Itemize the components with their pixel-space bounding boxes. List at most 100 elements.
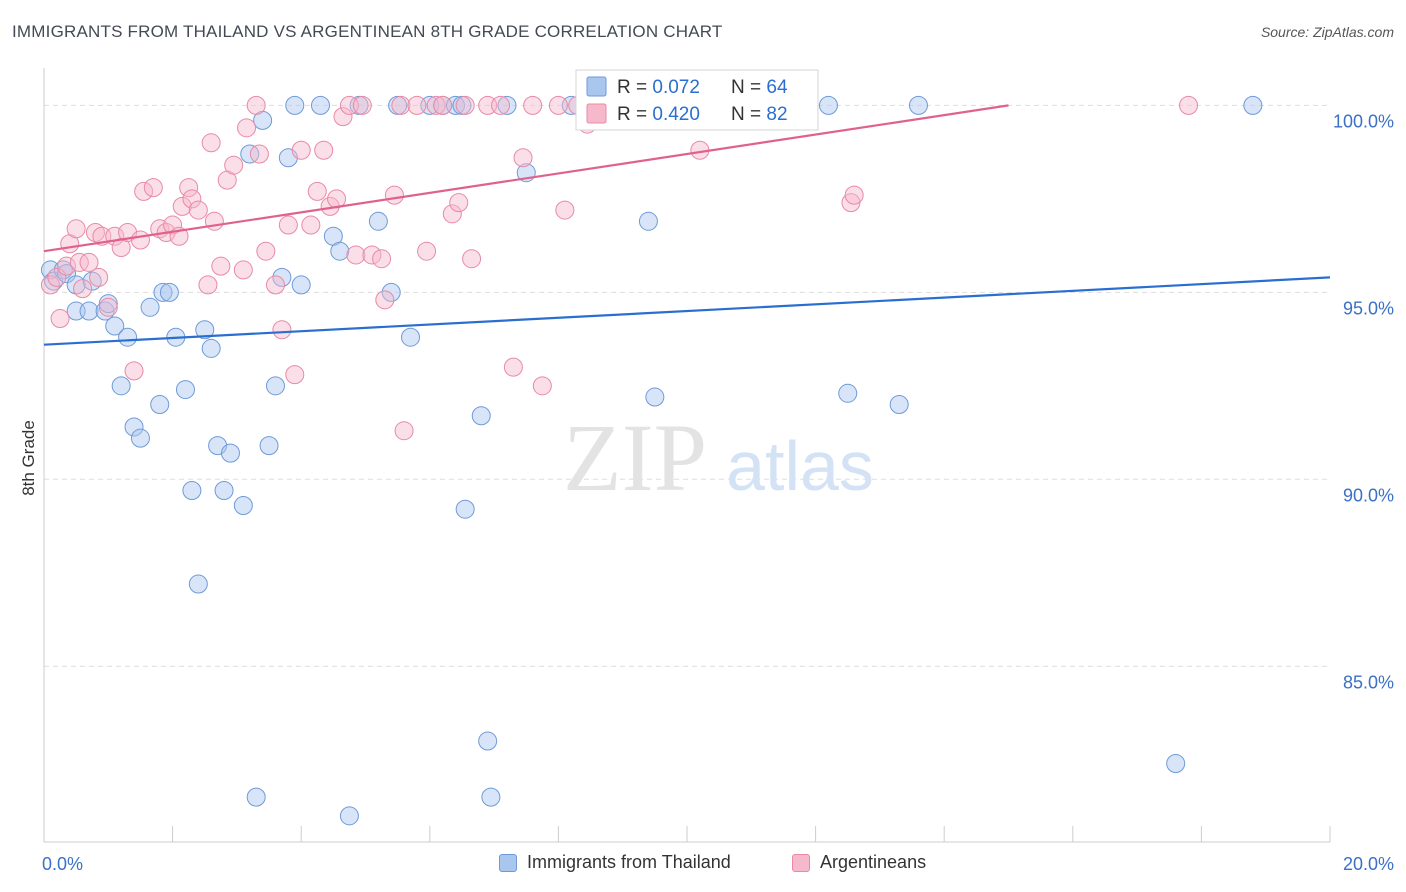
data-point (838, 383, 858, 403)
watermark-atlas: atlas (726, 427, 874, 505)
data-point (462, 249, 482, 269)
data-point (310, 95, 330, 115)
data-point (265, 275, 285, 295)
data-point (124, 361, 144, 381)
data-point (433, 95, 453, 115)
data-point (53, 260, 73, 280)
data-point (908, 95, 928, 115)
data-point (455, 95, 475, 115)
data-point (188, 200, 208, 220)
data-point (179, 178, 199, 198)
y-tick-label: 95.0% (1343, 298, 1394, 318)
data-point (368, 211, 388, 231)
data-point (449, 193, 469, 213)
data-point (246, 95, 266, 115)
data-point (333, 107, 353, 127)
data-point (481, 787, 501, 807)
data-point (532, 376, 552, 396)
data-point (82, 271, 102, 291)
series-immigrants-from-thailand-points (40, 95, 1263, 826)
data-point (455, 499, 475, 519)
bottom-legend: Immigrants from Thailand Argentineans (0, 852, 1406, 878)
legend-item-argentineans[interactable]: Argentineans (792, 852, 926, 873)
data-point (503, 357, 523, 377)
data-point (645, 387, 665, 407)
data-point (523, 95, 543, 115)
data-point (391, 95, 411, 115)
y-tick-label: 85.0% (1343, 672, 1394, 692)
data-point (233, 495, 253, 515)
legend-swatch-thailand (499, 853, 517, 872)
data-point (240, 144, 260, 164)
data-point (182, 189, 202, 209)
legend-swatch-argentineans (792, 853, 810, 872)
legend-box: R = 0.072 N = 64 R = 0.420 N = 82 (575, 69, 819, 131)
trend-line (43, 276, 1331, 346)
legend-n-value-blue: 64 (766, 77, 788, 98)
data-point (85, 223, 105, 243)
data-point (130, 428, 150, 448)
data-point (79, 301, 99, 321)
x-tick-label-min: 0.0% (42, 854, 83, 874)
data-point (394, 421, 414, 441)
data-point (163, 215, 183, 235)
data-point (384, 185, 404, 205)
data-point (188, 574, 208, 594)
data-point (66, 275, 86, 295)
series-argentineans-points (40, 95, 1199, 441)
legend-swatch-blue (586, 76, 607, 97)
data-point (265, 376, 285, 396)
data-point (57, 264, 77, 284)
data-point (1243, 95, 1263, 115)
data-point (249, 144, 269, 164)
data-point (471, 406, 491, 426)
data-point (69, 252, 89, 272)
legend-r-value-blue: 0.072 (652, 77, 700, 98)
x-tick-label-max: 20.0% (1343, 854, 1394, 874)
data-point (339, 806, 359, 826)
data-point (513, 148, 533, 168)
data-point (89, 267, 109, 287)
source-credit: Source: ZipAtlas.com (1260, 24, 1394, 40)
data-point (362, 245, 382, 265)
legend-item-thailand[interactable]: Immigrants from Thailand (499, 852, 731, 873)
data-point (134, 181, 154, 201)
data-point (224, 155, 244, 175)
data-point (278, 215, 298, 235)
trend-lines (43, 104, 1331, 346)
data-point (47, 267, 67, 287)
data-point (442, 204, 462, 224)
data-point (198, 275, 218, 295)
data-point (175, 380, 195, 400)
y-tick-label: 100.0% (1333, 111, 1394, 131)
data-point (130, 230, 150, 250)
data-point (233, 260, 253, 280)
data-point (150, 395, 170, 415)
data-point (291, 275, 311, 295)
y-tick-labels: 85.0% 90.0% 95.0% 100.0% (1333, 111, 1394, 692)
data-point (159, 282, 179, 302)
data-point (307, 181, 327, 201)
watermark: ZIP atlas (563, 404, 874, 511)
data-point (211, 256, 231, 276)
x-tick-labels: 0.0% 20.0% (42, 854, 1394, 874)
trend-line (43, 104, 1009, 253)
data-point (201, 338, 221, 358)
data-point (1179, 95, 1199, 115)
data-point (220, 443, 240, 463)
data-point (555, 200, 575, 220)
data-point (844, 185, 864, 205)
legend-n-value-pink: 82 (766, 104, 787, 125)
data-point (285, 95, 305, 115)
data-point (478, 731, 498, 751)
data-point (381, 282, 401, 302)
svg-text:N = 64: N = 64 (731, 77, 788, 98)
data-point (40, 275, 60, 295)
chart-title: IMMIGRANTS FROM THAILAND VS ARGENTINEAN … (12, 22, 723, 41)
data-point (98, 297, 118, 317)
data-point (548, 95, 568, 115)
data-point (256, 241, 276, 261)
data-point (246, 787, 266, 807)
data-point (417, 241, 437, 261)
svg-text:R = 0.072: R = 0.072 (617, 77, 700, 98)
